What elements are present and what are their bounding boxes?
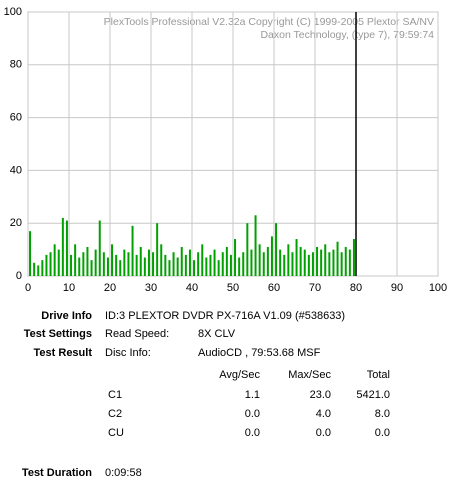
duration-value: 0:09:58 (105, 467, 142, 479)
result-label: Test Result (34, 347, 93, 359)
y-tick-label: 40 (10, 164, 22, 176)
y-tick-label: 80 (10, 59, 22, 71)
y-tick-label: 60 (10, 112, 22, 124)
table-header: Total (367, 369, 390, 381)
y-tick-label: 0 (16, 270, 22, 282)
x-tick-label: 90 (391, 282, 403, 294)
speed-label: Read Speed: (105, 328, 169, 340)
drive-label: Drive Info (41, 310, 92, 322)
row-label: C2 (108, 408, 122, 420)
x-tick-label: 10 (63, 282, 75, 294)
x-tick-label: 70 (309, 282, 321, 294)
table-cell: 0.0 (375, 427, 390, 439)
table-cell: 5421.0 (356, 389, 390, 401)
disc-value: AudioCD , 79:53.68 MSF (198, 347, 321, 359)
table-cell: 0.0 (245, 408, 260, 420)
x-tick-label: 0 (25, 282, 31, 294)
table-cell: 0.0 (245, 427, 260, 439)
disc-label: Disc Info: (105, 347, 151, 359)
settings-label: Test Settings (24, 328, 92, 340)
x-tick-label: 20 (104, 282, 116, 294)
table-cell: 4.0 (316, 408, 331, 420)
speed-value: 8X CLV (198, 328, 236, 340)
y-tick-label: 20 (10, 217, 22, 229)
x-tick-label: 80 (350, 282, 362, 294)
table-cell: 8.0 (375, 408, 390, 420)
x-tick-label: 50 (227, 282, 239, 294)
x-tick-label: 100 (429, 282, 447, 294)
duration-label: Test Duration (22, 467, 92, 479)
x-tick-label: 60 (268, 282, 280, 294)
drive-value: ID:3 PLEXTOR DVDR PX-716A V1.09 (#538633… (105, 310, 345, 322)
x-tick-label: 40 (186, 282, 198, 294)
table-cell: 1.1 (245, 389, 260, 401)
table-cell: 0.0 (316, 427, 331, 439)
watermark: Daxon Technology, (type 7), 79:59:74 (260, 29, 434, 41)
row-label: C1 (108, 389, 122, 401)
y-tick-label: 100 (4, 6, 22, 18)
watermark: PlexTools Professional V2.32a Copyright … (104, 16, 434, 28)
table-header: Max/Sec (288, 369, 331, 381)
row-label: CU (108, 427, 124, 439)
x-tick-label: 30 (145, 282, 157, 294)
table-header: Avg/Sec (219, 369, 260, 381)
table-cell: 23.0 (310, 389, 331, 401)
